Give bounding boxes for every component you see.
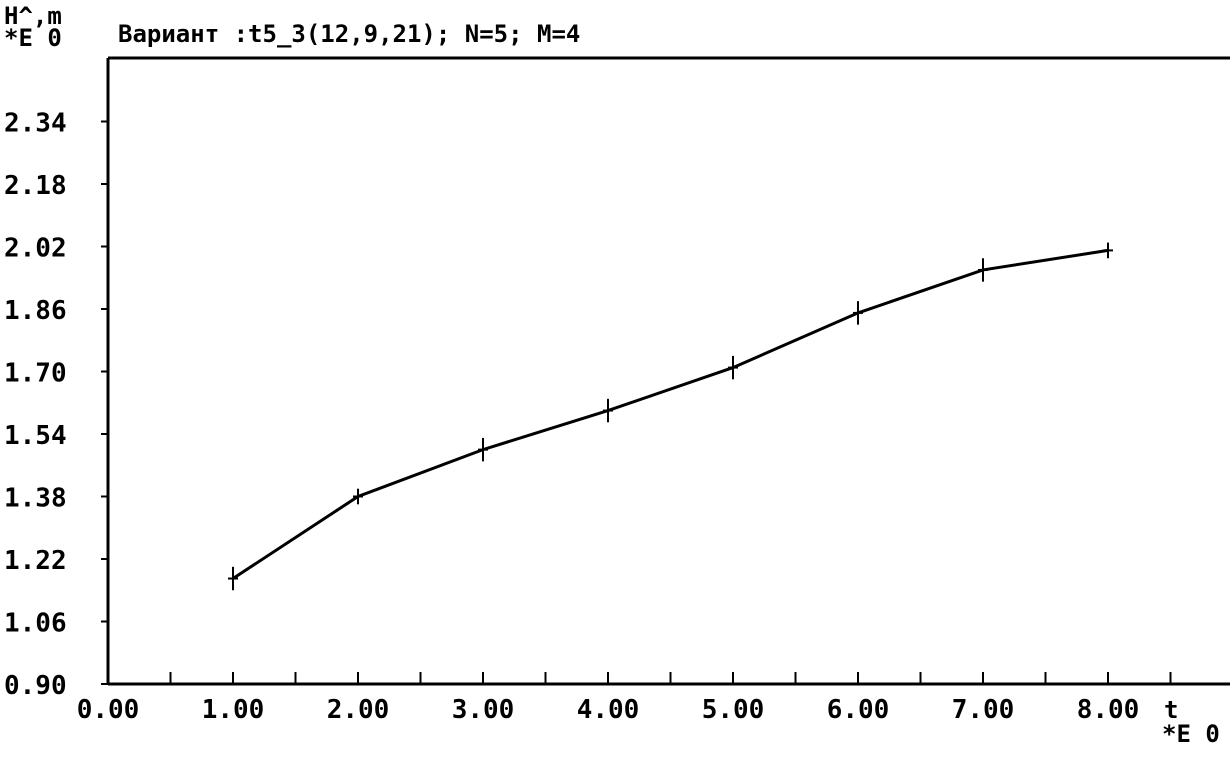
y-tick-label: 1.06 bbox=[4, 609, 67, 639]
y-tick-label: 2.02 bbox=[4, 234, 67, 264]
x-tick-label: 4.00 bbox=[577, 695, 640, 725]
plot-area: 0.90 1.06 1.22 1.38 1.54 1.70 1.86 2.02 2.18 2.34… bbox=[4, 56, 1230, 748]
y-axis-label: H^,m bbox=[4, 2, 62, 30]
y-tick-label: 2.34 bbox=[4, 109, 67, 139]
y-tick-label: 1.86 bbox=[4, 296, 67, 326]
y-tick-label: 1.70 bbox=[4, 359, 67, 389]
y-axis-scale: *E 0 bbox=[4, 24, 62, 52]
chart-title: Вариант :t5_3(12,9,21); N=5; M=4 bbox=[118, 20, 580, 48]
y-tick-label: 1.38 bbox=[4, 484, 67, 514]
x-tick-label: 0.00 bbox=[77, 695, 140, 725]
x-tick-label: 7.00 bbox=[952, 695, 1015, 725]
x-tick-label: 8.00 bbox=[1077, 695, 1140, 725]
y-tick-label: 0.90 bbox=[4, 671, 67, 701]
x-tick-label: 5.00 bbox=[702, 695, 765, 725]
y-tick-label: 1.54 bbox=[4, 421, 67, 451]
series-line bbox=[232, 248, 1109, 580]
x-axis-scale: *E 0 bbox=[1162, 720, 1220, 748]
x-tick-label: 6.00 bbox=[827, 695, 890, 725]
x-tick-label: 3.00 bbox=[452, 695, 515, 725]
y-tick-label: 2.18 bbox=[4, 171, 67, 201]
x-tick-label: 1.00 bbox=[202, 695, 265, 725]
x-tick-label: 2.00 bbox=[327, 695, 390, 725]
x-axis-label: t bbox=[1164, 696, 1178, 724]
y-tick-label: 1.22 bbox=[4, 546, 67, 576]
